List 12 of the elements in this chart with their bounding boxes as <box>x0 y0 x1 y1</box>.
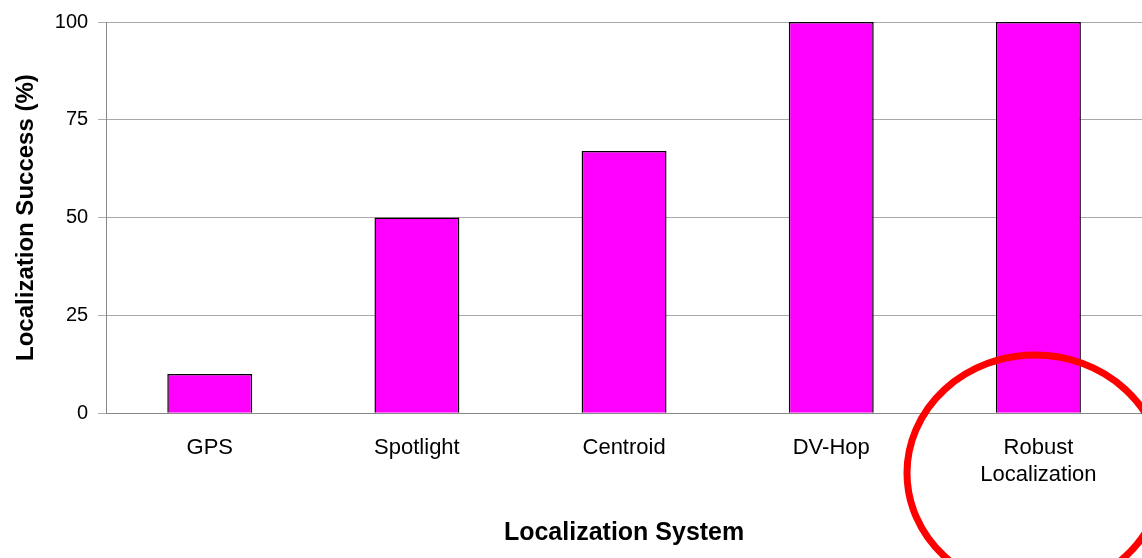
x-tick-label: Robust Localization <box>980 434 1097 486</box>
y-tick-label: 25 <box>65 302 89 325</box>
x-axis-title: Localization System <box>503 516 745 545</box>
y-tick-label: 0 <box>77 400 89 423</box>
x-tick-label: GPS <box>186 434 233 460</box>
x-tick-label: DV-Hop <box>792 434 870 460</box>
y-tick-label: 100 <box>54 9 89 32</box>
y-tick-label: 50 <box>65 205 89 228</box>
y-axis-title: Localization Success (%) <box>11 74 39 361</box>
x-tick-label: Spotlight <box>374 434 460 460</box>
x-tick-label: Centroid <box>582 434 666 460</box>
y-tick-label: 75 <box>65 107 89 130</box>
